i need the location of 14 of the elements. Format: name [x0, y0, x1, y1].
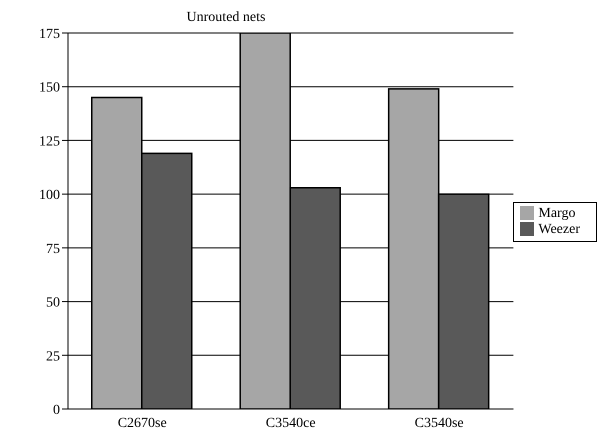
- legend-label: Weezer: [538, 222, 580, 236]
- y-tick-label: 150: [39, 80, 60, 96]
- y-tick-label: 125: [39, 134, 60, 150]
- y-tick-label: 175: [39, 26, 60, 42]
- y-tick-label: 75: [46, 242, 60, 257]
- y-tick-label: 25: [46, 349, 60, 364]
- chart-title: Unrouted nets: [186, 10, 266, 26]
- y-tick-label: 0: [53, 402, 60, 418]
- x-tick-label: C3540ce: [266, 416, 316, 431]
- legend-label: Margo: [538, 206, 576, 220]
- x-tick-label: C3540se: [414, 416, 464, 431]
- x-tick-label: C2670se: [118, 416, 167, 431]
- y-tick-label: 50: [46, 296, 60, 311]
- y-tick-label: 100: [39, 188, 60, 204]
